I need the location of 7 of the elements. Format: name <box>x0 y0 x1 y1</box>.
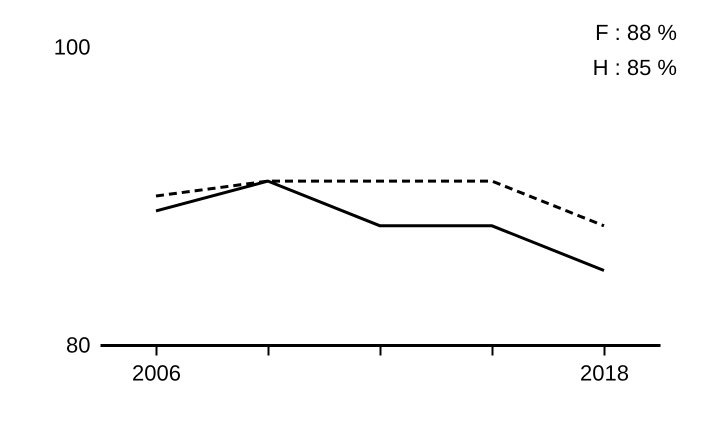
text: F : 88 % <box>595 20 677 45</box>
y-tick-label: 80 <box>66 332 90 358</box>
x-tick-label: 2006 <box>132 360 181 386</box>
x-tick-label: 2018 <box>580 360 629 386</box>
annotation: H : 85 % <box>592 55 677 80</box>
y-tick-label: 100 <box>54 34 90 60</box>
line-series <box>154 180 606 272</box>
